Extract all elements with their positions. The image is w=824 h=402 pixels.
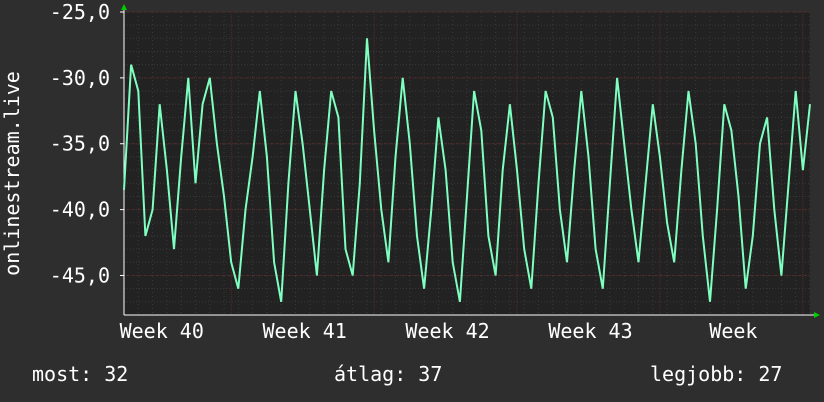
current-label: most: [32,362,93,386]
current-value: most: 32 [32,362,128,386]
x-tick-label: Week 40 [120,319,204,343]
best-number: 27 [758,362,783,386]
x-tick-label: Week 41 [262,319,346,343]
x-axis-arrow [814,312,820,318]
average-number: 37 [418,362,443,386]
series-line [123,38,811,302]
y-tick-label: -25,0 [50,0,110,24]
y-axis-label: onlinestream.live [0,71,24,276]
best-value: legjobb: 27 [650,362,782,386]
y-axis-arrow [121,4,127,10]
best-label: legjobb: [650,362,747,386]
y-tick-label: -30,0 [50,66,110,90]
y-tick-label: -45,0 [50,263,110,287]
y-tick-label: -40,0 [50,198,110,222]
current-number: 32 [104,362,129,386]
average-label: átlag: [334,362,407,386]
average-value: átlag: 37 [334,362,442,386]
x-tick-label: Week [709,319,757,343]
y-tick-label: -35,0 [50,132,110,156]
x-tick-labels: Week 40 Week 41 Week 42 Week 43 Week [120,319,758,343]
x-tick-label: Week 43 [548,319,632,343]
axes [121,4,820,318]
line-chart: -25,0 -30,0 -35,0 -40,0 -45,0 Week 40 Week 41… [0,0,820,343]
x-tick-label: Week 42 [405,319,489,343]
y-tick-labels: -25,0 -30,0 -35,0 -40,0 -45,0 [50,0,124,287]
